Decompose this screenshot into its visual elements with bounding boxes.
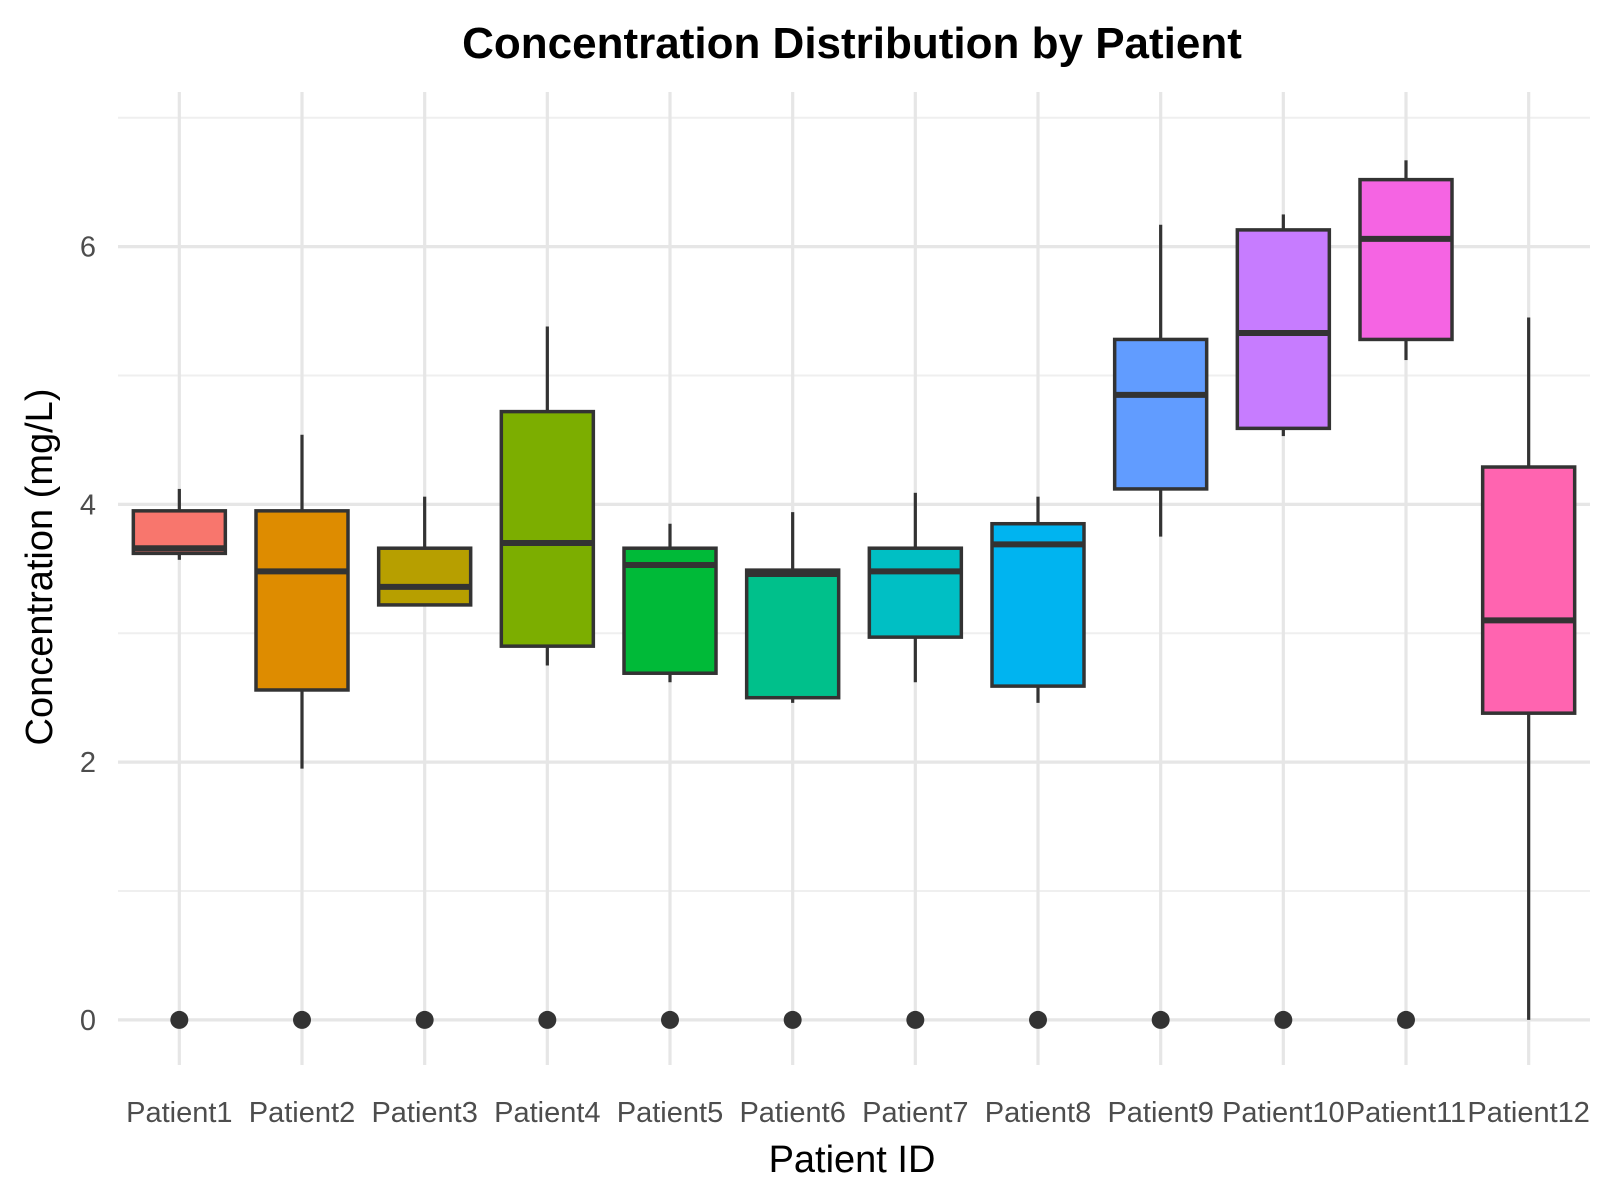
x-tick-label: Patient2 xyxy=(249,1097,355,1129)
box-Patient1 xyxy=(131,488,228,1029)
x-tick-label: Patient1 xyxy=(126,1097,232,1129)
box-Patient9 xyxy=(1112,224,1209,1029)
x-tick-label: Patient9 xyxy=(1107,1097,1213,1129)
x-axis-title: Patient ID xyxy=(769,1139,936,1181)
x-tick-label: Patient8 xyxy=(985,1097,1091,1129)
box-Patient8 xyxy=(990,496,1086,1029)
x-tick-label: Patient3 xyxy=(371,1097,477,1129)
y-tick-label: 0 xyxy=(80,1005,96,1037)
box-Patient2 xyxy=(254,434,350,1029)
outlier-point xyxy=(1397,1010,1415,1029)
outlier-point xyxy=(1151,1010,1170,1029)
y-axis-title: Concentration (mg/L) xyxy=(19,389,61,746)
iqr-box xyxy=(867,546,964,639)
box-Patient4 xyxy=(499,326,596,1029)
iqr-box xyxy=(499,409,596,648)
iqr-box xyxy=(622,546,718,675)
x-tick-label: Patient5 xyxy=(617,1097,723,1129)
iqr-box xyxy=(990,521,1086,688)
outlier-point xyxy=(415,1010,434,1029)
x-tick-label: Patient7 xyxy=(862,1097,968,1129)
outlier-point xyxy=(661,1010,679,1029)
y-axis-ticks: 0 2 4 6 xyxy=(80,232,96,1037)
chart-title: Concentration Distribution by Patient xyxy=(462,19,1242,68)
x-tick-label: Patient4 xyxy=(494,1097,600,1129)
y-tick-label: 4 xyxy=(80,489,96,521)
outlier-point xyxy=(1029,1010,1047,1029)
x-tick-label: Patient11 xyxy=(1346,1097,1466,1129)
outlier-point xyxy=(783,1010,802,1029)
iqr-box xyxy=(1358,177,1454,342)
y-tick-label: 6 xyxy=(80,232,96,264)
outlier-point xyxy=(538,1010,557,1029)
box-Patient12 xyxy=(1480,317,1577,1020)
y-tick-label: 2 xyxy=(80,747,96,779)
box-Patient3 xyxy=(376,496,473,1029)
box-Patient7 xyxy=(867,492,964,1029)
iqr-box xyxy=(1480,465,1577,715)
outlier-point xyxy=(1274,1010,1293,1029)
iqr-box xyxy=(254,509,350,692)
iqr-box xyxy=(744,568,841,700)
x-tick-label: Patient12 xyxy=(1467,1097,1590,1129)
iqr-box xyxy=(1112,337,1209,491)
box-Patient6 xyxy=(744,512,841,1029)
x-tick-label: Patient6 xyxy=(739,1097,845,1129)
outlier-point xyxy=(293,1010,311,1029)
boxes xyxy=(131,160,1577,1029)
box-Patient10 xyxy=(1235,214,1332,1029)
x-tick-label: Patient10 xyxy=(1222,1097,1345,1129)
outlier-point xyxy=(906,1010,925,1029)
box-Patient5 xyxy=(622,523,718,1029)
iqr-box xyxy=(1235,228,1332,431)
box-Patient11 xyxy=(1358,160,1454,1029)
x-axis-ticks: Patient1 Patient2 Patient3 Patient4 Patient5… xyxy=(126,1097,1590,1129)
iqr-box xyxy=(376,546,473,607)
outlier-point xyxy=(170,1010,189,1029)
